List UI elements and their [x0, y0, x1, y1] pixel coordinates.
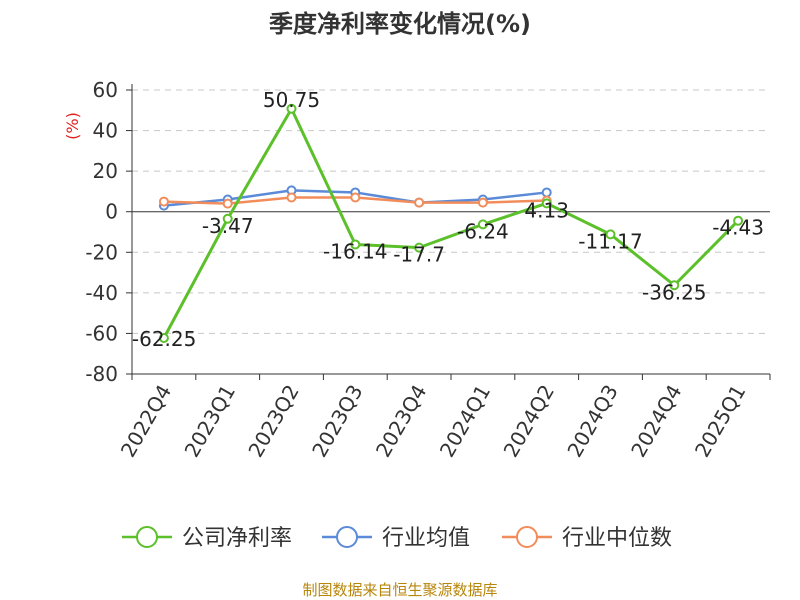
data-point[interactable] [222, 213, 233, 224]
legend-item[interactable]: 行业均值 [322, 526, 470, 551]
x-tick-label: 2024Q4 [626, 381, 686, 462]
data-label: -6.24 [457, 219, 509, 243]
data-label: -17.7 [393, 243, 445, 267]
y-tick-label: 60 [93, 78, 118, 102]
data-label: -16.14 [323, 239, 387, 263]
series-layer [158, 103, 744, 343]
x-tick-label: 2023Q4 [371, 381, 431, 462]
data-point[interactable] [414, 197, 425, 208]
data-point[interactable] [669, 280, 680, 291]
data-point[interactable] [286, 103, 297, 114]
y-axis-label: (%) [63, 112, 82, 140]
data-point[interactable] [158, 332, 169, 343]
data-label: -11.17 [578, 229, 642, 253]
x-tick-label: 2025Q1 [690, 381, 750, 462]
data-point[interactable] [541, 198, 552, 209]
x-tick-label: 2024Q3 [562, 381, 622, 462]
data-point[interactable] [286, 192, 297, 203]
x-tick-label: 2023Q3 [307, 381, 367, 462]
data-label: -62.25 [132, 327, 196, 351]
legend-label: 公司净利率 [182, 526, 292, 551]
x-tick-label: 2023Q2 [243, 381, 303, 462]
legend-label: 行业中位数 [562, 526, 672, 551]
legend-label: 行业均值 [382, 526, 470, 551]
data-point[interactable] [414, 242, 425, 253]
data-label: 4.13 [524, 198, 569, 222]
data-label: 50.75 [263, 88, 320, 112]
x-tick-label: 2024Q1 [435, 381, 495, 462]
data-point[interactable] [350, 239, 361, 250]
x-tick-label: 2022Q4 [116, 381, 176, 462]
data-point[interactable] [733, 215, 744, 226]
data-point[interactable] [477, 219, 488, 230]
source-note: 制图数据来自恒生聚源数据库 [302, 581, 497, 599]
legend[interactable]: 公司净利率 行业均值 行业中位数 [122, 526, 672, 551]
legend-item[interactable]: 行业中位数 [502, 526, 672, 551]
y-tick-label: 0 [105, 200, 118, 224]
y-tick-label: -40 [85, 281, 118, 305]
y-tick-label: -60 [85, 321, 118, 345]
legend-marker [516, 526, 538, 548]
legend-item[interactable]: 公司净利率 [122, 526, 292, 551]
x-tick-label: 2024Q2 [499, 381, 559, 462]
data-point[interactable] [222, 198, 233, 209]
data-labels: -62.25 -3.47 50.75 -16.14 -17.7 -6.24 4.13 -11.… [132, 88, 764, 351]
data-label: -3.47 [202, 214, 254, 238]
data-point[interactable] [477, 197, 488, 208]
x-tick-label: 2023Q1 [180, 381, 240, 462]
data-label: -36.25 [642, 280, 706, 304]
y-tick-label: -20 [85, 240, 118, 264]
series-2 [158, 192, 552, 209]
chart-title: 季度净利率变化情况(%) [269, 10, 531, 38]
y-tick-label: 20 [93, 159, 118, 183]
legend-marker [136, 526, 158, 548]
data-point[interactable] [350, 192, 361, 203]
data-point[interactable] [541, 187, 552, 198]
data-point[interactable] [605, 229, 616, 240]
data-point[interactable] [158, 196, 169, 207]
series-0 [158, 103, 744, 343]
data-label: -4.43 [712, 216, 764, 240]
y-tick-label: 40 [93, 119, 118, 143]
legend-marker [336, 526, 358, 548]
y-tick-label: -80 [85, 362, 118, 386]
series-line [162, 107, 740, 339]
